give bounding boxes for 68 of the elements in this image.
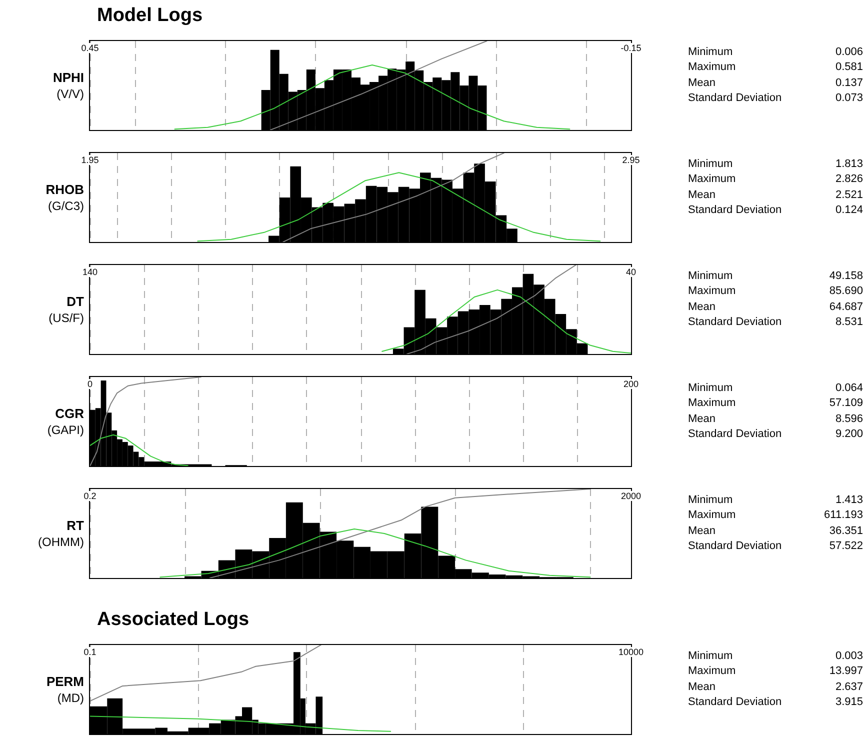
text: 0.073	[835, 90, 863, 106]
text: Minimum	[688, 45, 733, 60]
text: 85.690	[829, 284, 863, 300]
text: Minimum	[688, 157, 733, 172]
text: Standard Deviation	[688, 426, 782, 442]
text: 13.997	[829, 664, 863, 680]
text: Mean	[688, 412, 716, 427]
text: Maximum	[688, 172, 736, 188]
text: 2.637	[835, 680, 863, 695]
text: Mean	[688, 76, 716, 91]
y-axis-title: CGR (GAPI)	[47, 406, 84, 436]
text: 0.124	[835, 202, 863, 218]
text: Minimum	[688, 493, 733, 508]
text: Maximum	[688, 664, 736, 680]
y-axis-title: RT (OHMM)	[38, 518, 84, 548]
text: Mean	[688, 524, 716, 539]
x-tick-label: 200	[623, 378, 639, 389]
text: Maximum	[688, 396, 736, 412]
text: 0.003	[835, 649, 863, 664]
x-tick-label: 2.95	[622, 154, 640, 165]
text: Maximum	[688, 508, 736, 524]
x-tick-label: 2000	[620, 490, 642, 501]
x-tick-label: 40	[626, 266, 636, 277]
text: 0.137	[835, 76, 863, 91]
text: Minimum	[688, 381, 733, 396]
text: 3.915	[835, 694, 863, 710]
y-axis-title: PERM (MD)	[46, 674, 84, 704]
x-tick-label: 10000	[618, 646, 644, 657]
text: 0.006	[835, 45, 863, 60]
text: 8.596	[835, 412, 863, 427]
text: 1.413	[835, 493, 863, 508]
text: Minimum	[688, 649, 733, 664]
text: 0.581	[835, 60, 863, 76]
text: 611.193	[824, 508, 863, 524]
text: Standard Deviation	[688, 314, 782, 330]
text: 36.351	[829, 524, 863, 539]
chart-title: Associated Logs	[97, 608, 250, 632]
x-tick-label: 1.95	[81, 154, 99, 165]
y-axis-title: RHOB (G/C3)	[46, 182, 84, 212]
text: Mean	[688, 300, 716, 315]
text: 57.522	[829, 538, 863, 554]
text: Mean	[688, 680, 716, 695]
text: 2.521	[835, 188, 863, 203]
text: 49.158	[829, 269, 863, 284]
text: 1.813	[835, 157, 863, 172]
text: 64.687	[829, 300, 863, 315]
text: Maximum	[688, 60, 736, 76]
x-tick-label: 0.2	[84, 490, 96, 501]
x-tick-label: -0.15	[620, 42, 642, 53]
x-tick-label: 0.1	[84, 646, 96, 657]
text: Standard Deviation	[688, 538, 782, 554]
y-axis-title: DT (US/F)	[48, 294, 84, 324]
text: 8.531	[835, 314, 863, 330]
text: Standard Deviation	[688, 90, 782, 106]
x-tick-label: 0.45	[81, 42, 99, 53]
text: Mean	[688, 188, 716, 203]
text: Standard Deviation	[688, 694, 782, 710]
x-tick-label: 140	[82, 266, 98, 277]
y-axis-title: NPHI (V/V)	[52, 70, 84, 100]
text: 0.064	[835, 381, 863, 396]
text: Minimum	[688, 269, 733, 284]
text: Maximum	[688, 284, 736, 300]
x-tick-label: 0	[87, 378, 93, 389]
text: 2.826	[835, 172, 863, 188]
text: 9.200	[835, 426, 863, 442]
chart-title: Model Logs	[97, 4, 203, 28]
text: 57.109	[829, 396, 863, 412]
text: Standard Deviation	[688, 202, 782, 218]
